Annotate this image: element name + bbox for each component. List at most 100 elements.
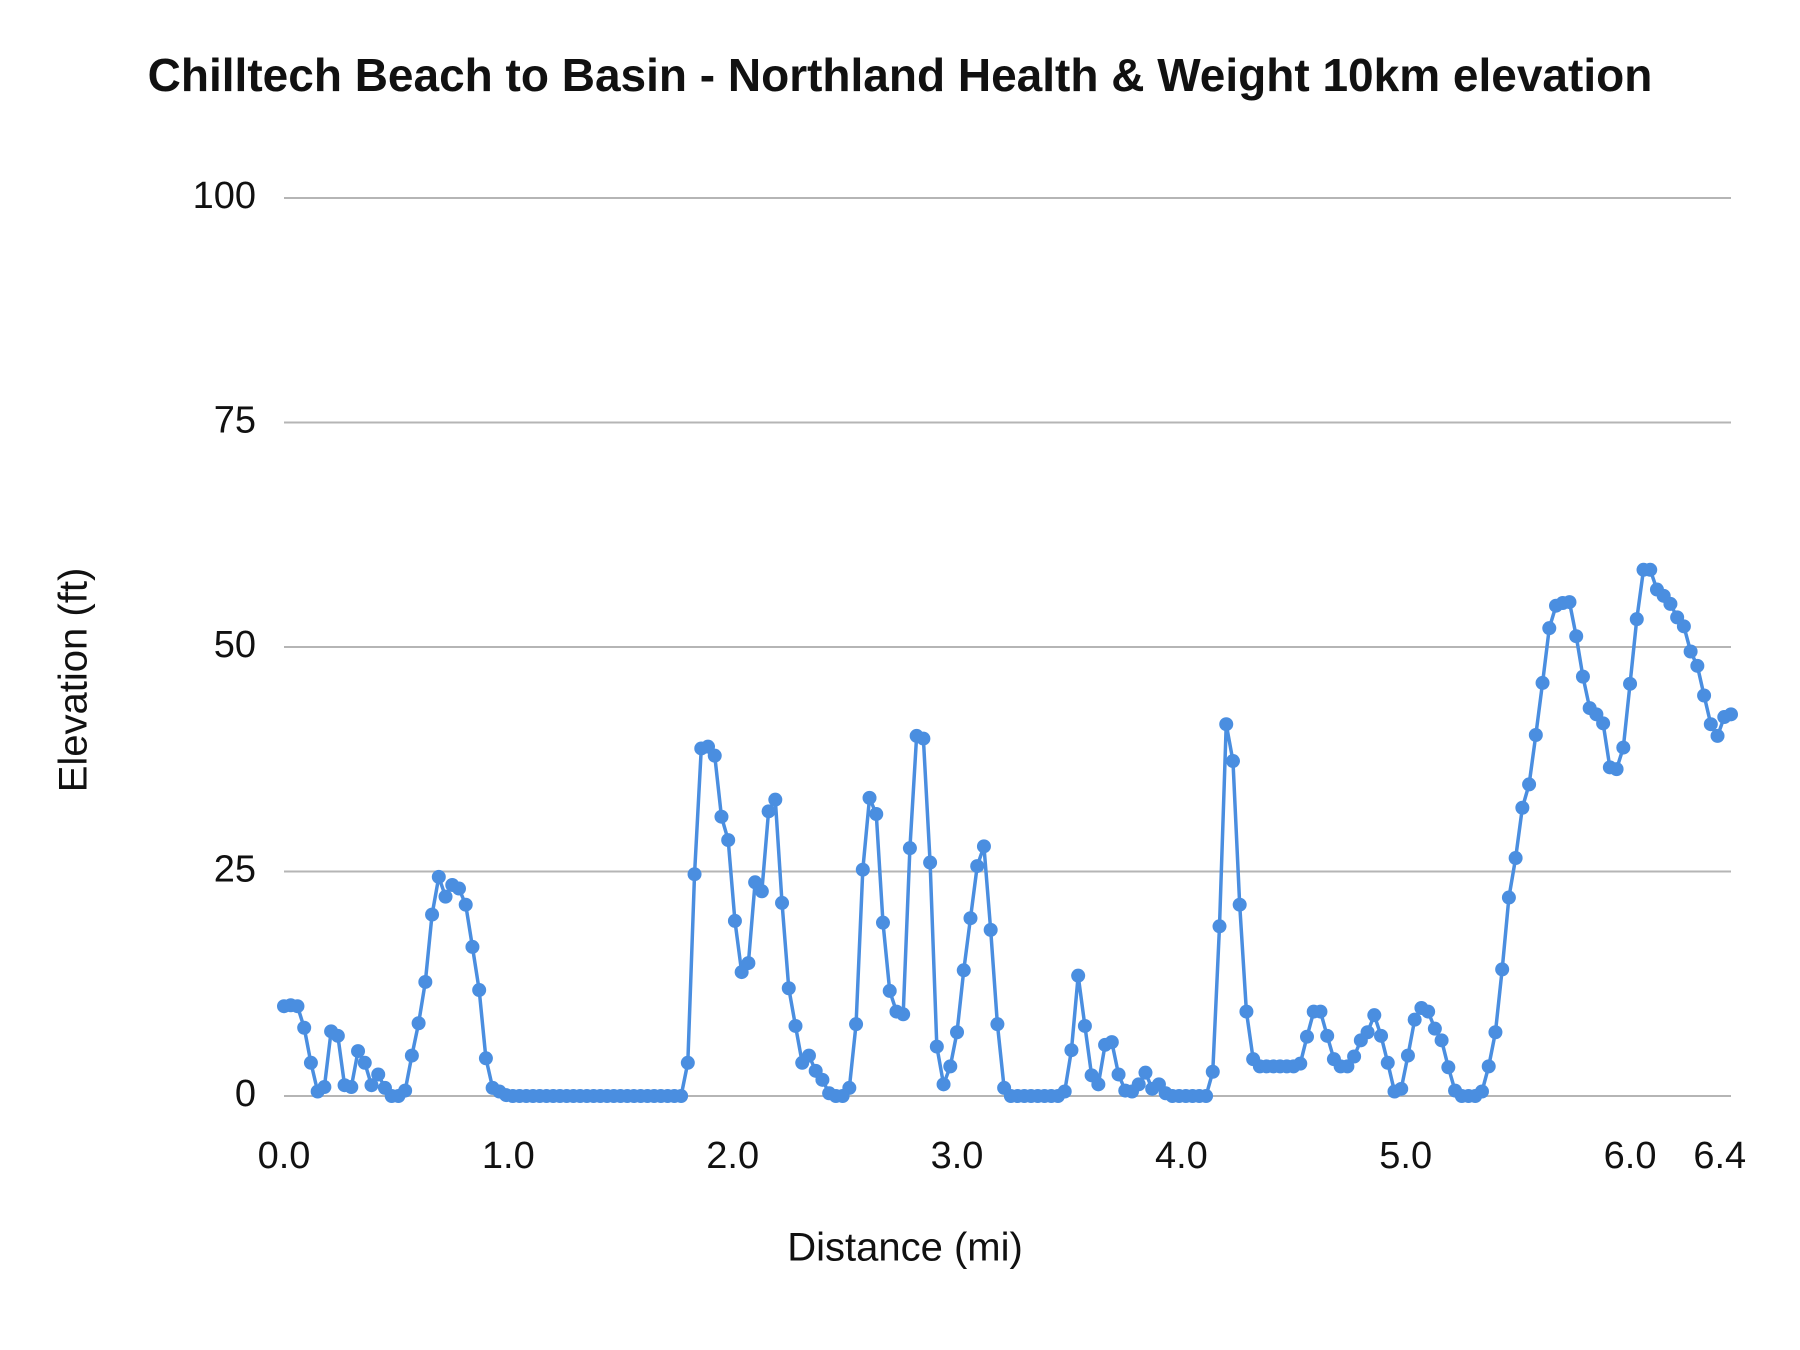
- data-point: [1199, 1089, 1214, 1103]
- data-point: [371, 1067, 386, 1082]
- data-point: [351, 1044, 366, 1059]
- data-point: [1474, 1084, 1489, 1099]
- data-point: [458, 897, 473, 912]
- x-tick-label: 3.0: [931, 1135, 984, 1177]
- data-point: [727, 913, 742, 928]
- data-point: [1609, 762, 1624, 777]
- data-point: [1683, 644, 1698, 659]
- data-point: [788, 1018, 803, 1033]
- data-point: [1367, 1008, 1382, 1023]
- y-tick-label: 25: [214, 849, 256, 891]
- data-point: [1528, 728, 1543, 743]
- data-point: [1488, 1025, 1503, 1040]
- data-point: [1629, 612, 1644, 627]
- data-point: [990, 1017, 1005, 1032]
- data-point: [1724, 707, 1738, 722]
- data-point: [775, 895, 790, 910]
- data-point: [465, 939, 480, 954]
- data-point: [1676, 619, 1691, 634]
- data-point: [431, 869, 446, 884]
- data-point: [1299, 1029, 1314, 1044]
- data-point: [1225, 754, 1240, 769]
- data-point: [425, 907, 440, 922]
- data-point: [1427, 1021, 1442, 1036]
- data-point: [1131, 1077, 1146, 1092]
- data-point: [801, 1048, 816, 1063]
- y-axis-label: Elevation (ft): [52, 568, 96, 793]
- y-tick-label: 100: [193, 175, 256, 217]
- data-point: [1239, 1004, 1254, 1019]
- data-point: [1663, 596, 1678, 611]
- data-point: [943, 1059, 958, 1074]
- data-point: [1111, 1067, 1126, 1082]
- data-point: [1340, 1059, 1355, 1074]
- data-point: [1542, 621, 1557, 636]
- data-point: [849, 1017, 864, 1032]
- data-point: [438, 889, 453, 904]
- data-point: [1508, 851, 1523, 866]
- y-tick-label: 75: [214, 400, 256, 442]
- data-point: [1535, 675, 1550, 690]
- data-point: [869, 807, 884, 822]
- x-tick-label: 4.0: [1155, 1135, 1208, 1177]
- data-point: [1421, 1004, 1436, 1019]
- data-point: [411, 1016, 426, 1031]
- x-tick-label: 6.4: [1693, 1135, 1746, 1177]
- data-point: [1071, 968, 1086, 983]
- data-point: [1394, 1081, 1409, 1096]
- data-point: [1616, 740, 1631, 755]
- data-point: [842, 1080, 857, 1095]
- data-point: [956, 963, 971, 978]
- data-point: [882, 983, 897, 998]
- data-point: [1064, 1043, 1079, 1058]
- data-point: [896, 1007, 911, 1022]
- data-point: [1360, 1025, 1375, 1040]
- data-point: [1690, 658, 1705, 673]
- data-point: [1212, 919, 1227, 934]
- data-point: [404, 1048, 419, 1063]
- data-point: [1596, 716, 1611, 731]
- data-point: [674, 1089, 689, 1103]
- data-point: [741, 956, 756, 971]
- data-point: [976, 839, 991, 854]
- data-point: [344, 1080, 359, 1095]
- y-tick-label: 50: [214, 624, 256, 666]
- data-point: [1347, 1049, 1362, 1064]
- data-point: [1205, 1064, 1220, 1079]
- data-point: [357, 1055, 372, 1070]
- data-point: [1232, 897, 1247, 912]
- data-point: [1320, 1028, 1335, 1043]
- data-point: [721, 833, 736, 848]
- data-point: [929, 1039, 944, 1054]
- data-point: [754, 884, 769, 899]
- data-point: [916, 731, 931, 746]
- data-point: [1441, 1060, 1456, 1075]
- data-point: [1057, 1084, 1072, 1099]
- data-point: [472, 983, 487, 998]
- x-tick-label: 0.0: [258, 1135, 311, 1177]
- data-point: [1104, 1035, 1119, 1050]
- data-point: [1374, 1028, 1389, 1043]
- data-point: [1562, 595, 1577, 610]
- data-point: [815, 1072, 830, 1087]
- data-point: [1219, 717, 1234, 732]
- data-point: [1077, 1018, 1092, 1033]
- x-axis-label: Distance (mi): [787, 1226, 1023, 1270]
- data-point: [714, 809, 729, 824]
- chart-title: Chilltech Beach to Basin - Northland Hea…: [148, 49, 1653, 101]
- data-point: [1434, 1033, 1449, 1048]
- data-point: [680, 1055, 695, 1070]
- data-point: [303, 1055, 318, 1070]
- data-point: [1495, 962, 1510, 977]
- x-tick-label: 6.0: [1604, 1135, 1657, 1177]
- data-point: [1623, 676, 1638, 691]
- data-point: [297, 1020, 312, 1035]
- data-point: [768, 792, 783, 807]
- data-point: [1569, 629, 1584, 644]
- data-point: [1380, 1055, 1395, 1070]
- data-point: [398, 1083, 413, 1098]
- data-point: [781, 981, 796, 996]
- data-point: [1697, 688, 1712, 703]
- x-tick-label: 2.0: [706, 1135, 759, 1177]
